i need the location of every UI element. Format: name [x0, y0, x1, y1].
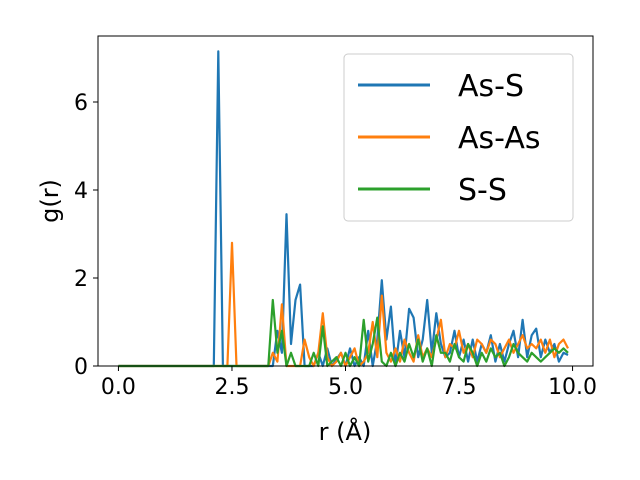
x-tick-label: 10.0 [548, 375, 597, 400]
legend: As-S As-As S-S [343, 53, 574, 222]
y-axis: 0 2 4 6 [74, 91, 98, 380]
series-line-s-s [118, 298, 569, 368]
x-tick-label: 0.0 [101, 375, 136, 400]
x-tick-label: 2.5 [214, 375, 249, 400]
y-tick-label: 6 [74, 91, 88, 116]
x-tick-label: 7.5 [442, 375, 477, 400]
legend-label-as-as: As-As [458, 121, 540, 156]
x-axis-label: r (Å) [319, 417, 372, 446]
x-axis: 0.0 2.5 5.0 7.5 10.0 [101, 366, 597, 400]
legend-label-s-s: S-S [458, 173, 507, 208]
y-axis-label: g(r) [36, 179, 64, 223]
y-tick-label: 2 [74, 267, 88, 292]
x-tick-label: 5.0 [328, 375, 363, 400]
y-tick-label: 0 [74, 355, 88, 380]
legend-label-as-s: As-S [458, 69, 524, 104]
series-line-as-s [118, 50, 569, 368]
plot-lines [118, 50, 569, 368]
y-tick-label: 4 [74, 179, 88, 204]
legend-box [343, 53, 574, 222]
